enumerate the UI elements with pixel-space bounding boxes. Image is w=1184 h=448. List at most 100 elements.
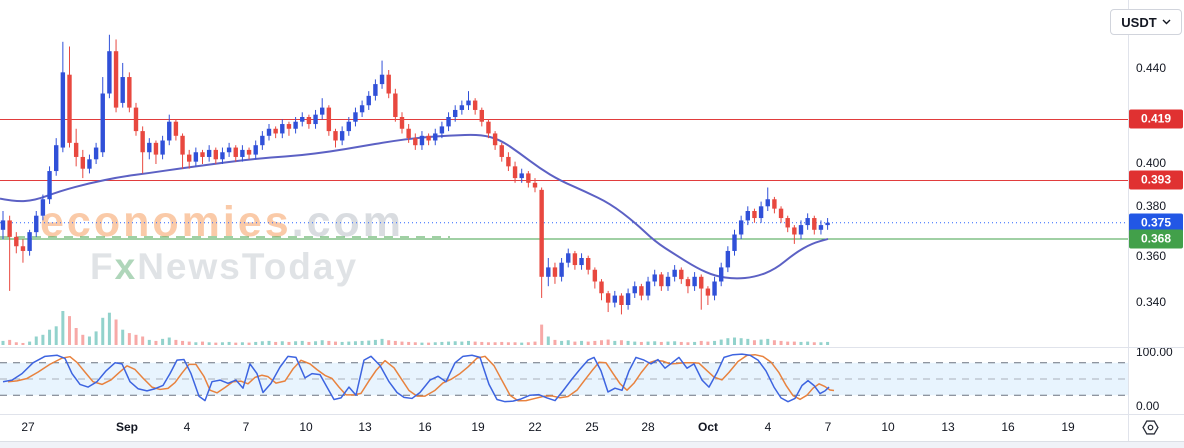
price-axis-label: 0.360: [1136, 249, 1167, 263]
candle-body: [546, 267, 551, 277]
chart-canvas[interactable]: [0, 0, 1128, 441]
candle-body: [80, 156, 85, 169]
volume-bar: [766, 338, 770, 345]
candle-body: [206, 149, 212, 157]
time-axis-label: 10: [881, 420, 895, 434]
volume-bar: [334, 341, 337, 345]
candle-body: [120, 77, 125, 103]
pane-separator[interactable]: [0, 347, 1184, 348]
volume-bar: [619, 340, 623, 345]
volume-bar: [327, 340, 331, 345]
volume-bar: [520, 342, 524, 345]
volume-bar: [566, 340, 570, 345]
volume-bar: [633, 341, 637, 345]
volume-bar: [201, 341, 204, 345]
volume-bar: [8, 339, 12, 345]
candle-body: [173, 121, 179, 136]
candle-body: [652, 274, 657, 282]
time-axis[interactable]: 27 Sep 4 7 10 13 16 19 22 25 28 Oct 4 7 10 13 16 19: [0, 415, 1128, 441]
candle-body: [486, 121, 491, 134]
volume-bar: [340, 341, 344, 345]
volume-bar: [373, 339, 377, 345]
volume-bar: [513, 342, 517, 345]
volume-bar: [48, 329, 52, 345]
volume-bar: [68, 316, 71, 345]
volume-bar: [114, 319, 118, 345]
candle-body: [785, 218, 790, 228]
candle-body: [313, 114, 318, 125]
candle-body: [113, 51, 119, 108]
volume-bar: [314, 341, 318, 345]
bottom-scroll-strip[interactable]: [0, 441, 1184, 448]
candle-body: [93, 147, 99, 160]
candle-body: [246, 149, 252, 155]
volume-bar: [41, 334, 45, 345]
candle-body: [133, 107, 139, 132]
watermark-tagline: FxNewsToday: [90, 246, 359, 287]
volume-bar: [752, 340, 756, 345]
volume-bar: [540, 324, 544, 345]
moving-average-line: [0, 133, 829, 280]
volume-bar: [14, 342, 18, 345]
volume-bar: [154, 340, 158, 345]
time-axis-label: 7: [242, 420, 250, 434]
time-axis-label: 22: [528, 420, 542, 434]
volume-bar: [287, 341, 291, 345]
candle-body: [692, 276, 697, 287]
volume-bar: [187, 341, 191, 345]
candle-body: [805, 218, 810, 226]
volume-bar: [806, 341, 810, 345]
candle-body: [147, 142, 152, 153]
candle-body: [572, 253, 578, 266]
volume-bar: [506, 342, 510, 345]
candle-body: [266, 128, 272, 136]
time-axis-label: 28: [641, 420, 655, 434]
volume-bar: [480, 341, 484, 345]
candle-body: [393, 93, 398, 117]
volume-bar: [659, 341, 663, 345]
candle-body: [772, 199, 777, 209]
symbol-dropdown[interactable]: USDT: [1110, 9, 1182, 35]
volume-bar: [719, 339, 723, 345]
volume-bar: [772, 340, 776, 345]
candle-body: [359, 105, 365, 113]
candle-body: [559, 262, 564, 277]
candle-body: [286, 124, 292, 129]
time-axis-label: 7: [824, 420, 832, 434]
candle-body: [280, 124, 285, 134]
volume-bar: [400, 341, 404, 345]
stochastic-k-line: [2, 353, 830, 403]
volume-bar: [254, 341, 258, 345]
volume-bar: [586, 341, 590, 345]
price-axis-label: 100.00: [1136, 345, 1173, 359]
watermark-x-glyph: x: [114, 246, 138, 287]
indicator-settings-icon[interactable]: [1142, 419, 1159, 436]
volume-bar: [74, 328, 78, 345]
candle-body: [293, 121, 298, 129]
candle-body: [825, 222, 830, 226]
volume-bar: [360, 340, 364, 345]
candle-body: [366, 95, 371, 106]
time-axis-label: Sep: [115, 420, 139, 434]
volume-bar: [673, 341, 677, 345]
time-axis-label: 19: [471, 420, 485, 434]
candle-body: [167, 121, 172, 141]
candle-body: [54, 145, 59, 172]
price-axis-label: 0.00: [1136, 399, 1160, 413]
time-axis-label: 13: [358, 420, 372, 434]
volume-bar: [127, 333, 131, 345]
candle-body: [792, 227, 797, 235]
candle-body: [725, 250, 731, 268]
candle-body: [433, 133, 438, 141]
volume-bar: [141, 336, 145, 345]
candle-body: [492, 133, 498, 146]
candle-body: [34, 215, 39, 233]
volume-bar: [646, 341, 650, 345]
volume-bar: [181, 340, 185, 345]
volume-bar: [347, 341, 351, 345]
candle-body: [333, 131, 338, 141]
watermark-domain: .com: [291, 198, 405, 246]
candle-body: [47, 171, 52, 200]
candle-body: [818, 225, 824, 230]
volume-bar: [194, 342, 198, 345]
